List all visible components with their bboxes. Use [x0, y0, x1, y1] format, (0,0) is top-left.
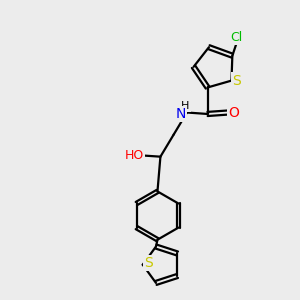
Text: Cl: Cl — [231, 31, 243, 44]
Text: N: N — [175, 107, 186, 121]
Text: S: S — [144, 256, 152, 270]
Text: S: S — [232, 74, 241, 88]
Text: HO: HO — [125, 149, 144, 162]
Text: O: O — [229, 106, 239, 119]
Text: H: H — [181, 101, 190, 111]
